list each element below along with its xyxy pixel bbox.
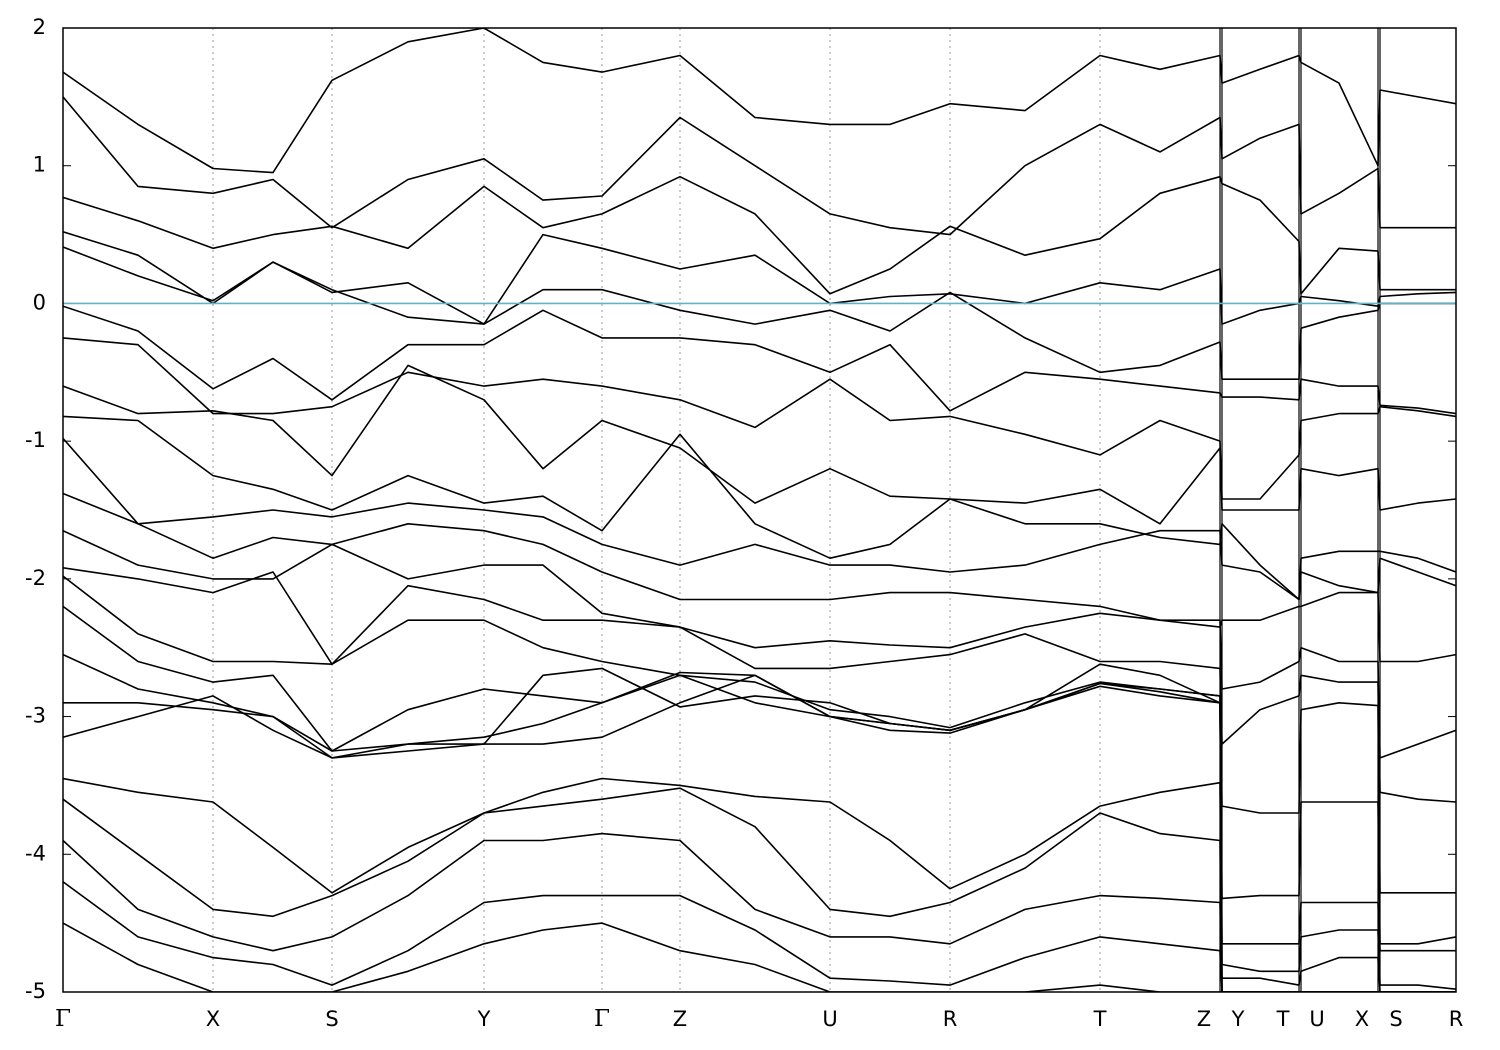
band (63, 529, 1456, 759)
band (63, 96, 1456, 236)
band (63, 605, 1456, 945)
band (63, 175, 1456, 295)
x-tick-label: T (1093, 1007, 1107, 1031)
y-tick-label: 2 (33, 15, 46, 39)
x-tick-label: U (1309, 1007, 1324, 1031)
y-tick-label: -1 (25, 428, 46, 452)
band (63, 305, 1456, 415)
x-tick-label: R (943, 1007, 958, 1031)
band (63, 415, 1456, 601)
x-tick-label: X (1355, 1007, 1369, 1031)
band (63, 364, 1456, 525)
plot-frame (62, 27, 1457, 993)
y-tick-label: -4 (25, 841, 46, 865)
x-tick-label: Y (477, 1007, 491, 1031)
y-tick-label: -5 (25, 979, 46, 1003)
x-tick-label: Z (1197, 1007, 1211, 1031)
band (63, 567, 1456, 803)
x-tick-label: R (1449, 1007, 1464, 1031)
x-tick-label: Γ (55, 1006, 71, 1032)
band (63, 674, 1456, 992)
y-tick-label: 0 (33, 290, 46, 314)
band (63, 28, 1456, 174)
y-tick-label: -3 (25, 704, 46, 728)
y-tick-label: -2 (25, 566, 46, 590)
y-tick-label: 1 (33, 153, 46, 177)
x-tick-label: T (1276, 1007, 1290, 1031)
band (63, 787, 1456, 992)
x-tick-label: Y (1231, 1007, 1245, 1031)
band (63, 575, 1456, 894)
band (63, 832, 1456, 992)
band (63, 881, 1456, 992)
band (63, 337, 1456, 500)
band (63, 246, 1456, 380)
x-tick-label: Z (673, 1007, 687, 1031)
x-tick-label: S (1389, 1007, 1402, 1031)
x-tick-label: S (325, 1007, 338, 1031)
band (63, 231, 1456, 325)
x-tick-label: U (822, 1007, 837, 1031)
band (63, 437, 1456, 601)
band (63, 674, 1456, 990)
x-tick-label: X (206, 1007, 220, 1031)
x-tick-label: Γ (594, 1006, 610, 1032)
band (63, 922, 1456, 992)
bands (63, 28, 1456, 992)
band (63, 653, 1456, 952)
band (63, 777, 1456, 992)
band (63, 492, 1456, 663)
